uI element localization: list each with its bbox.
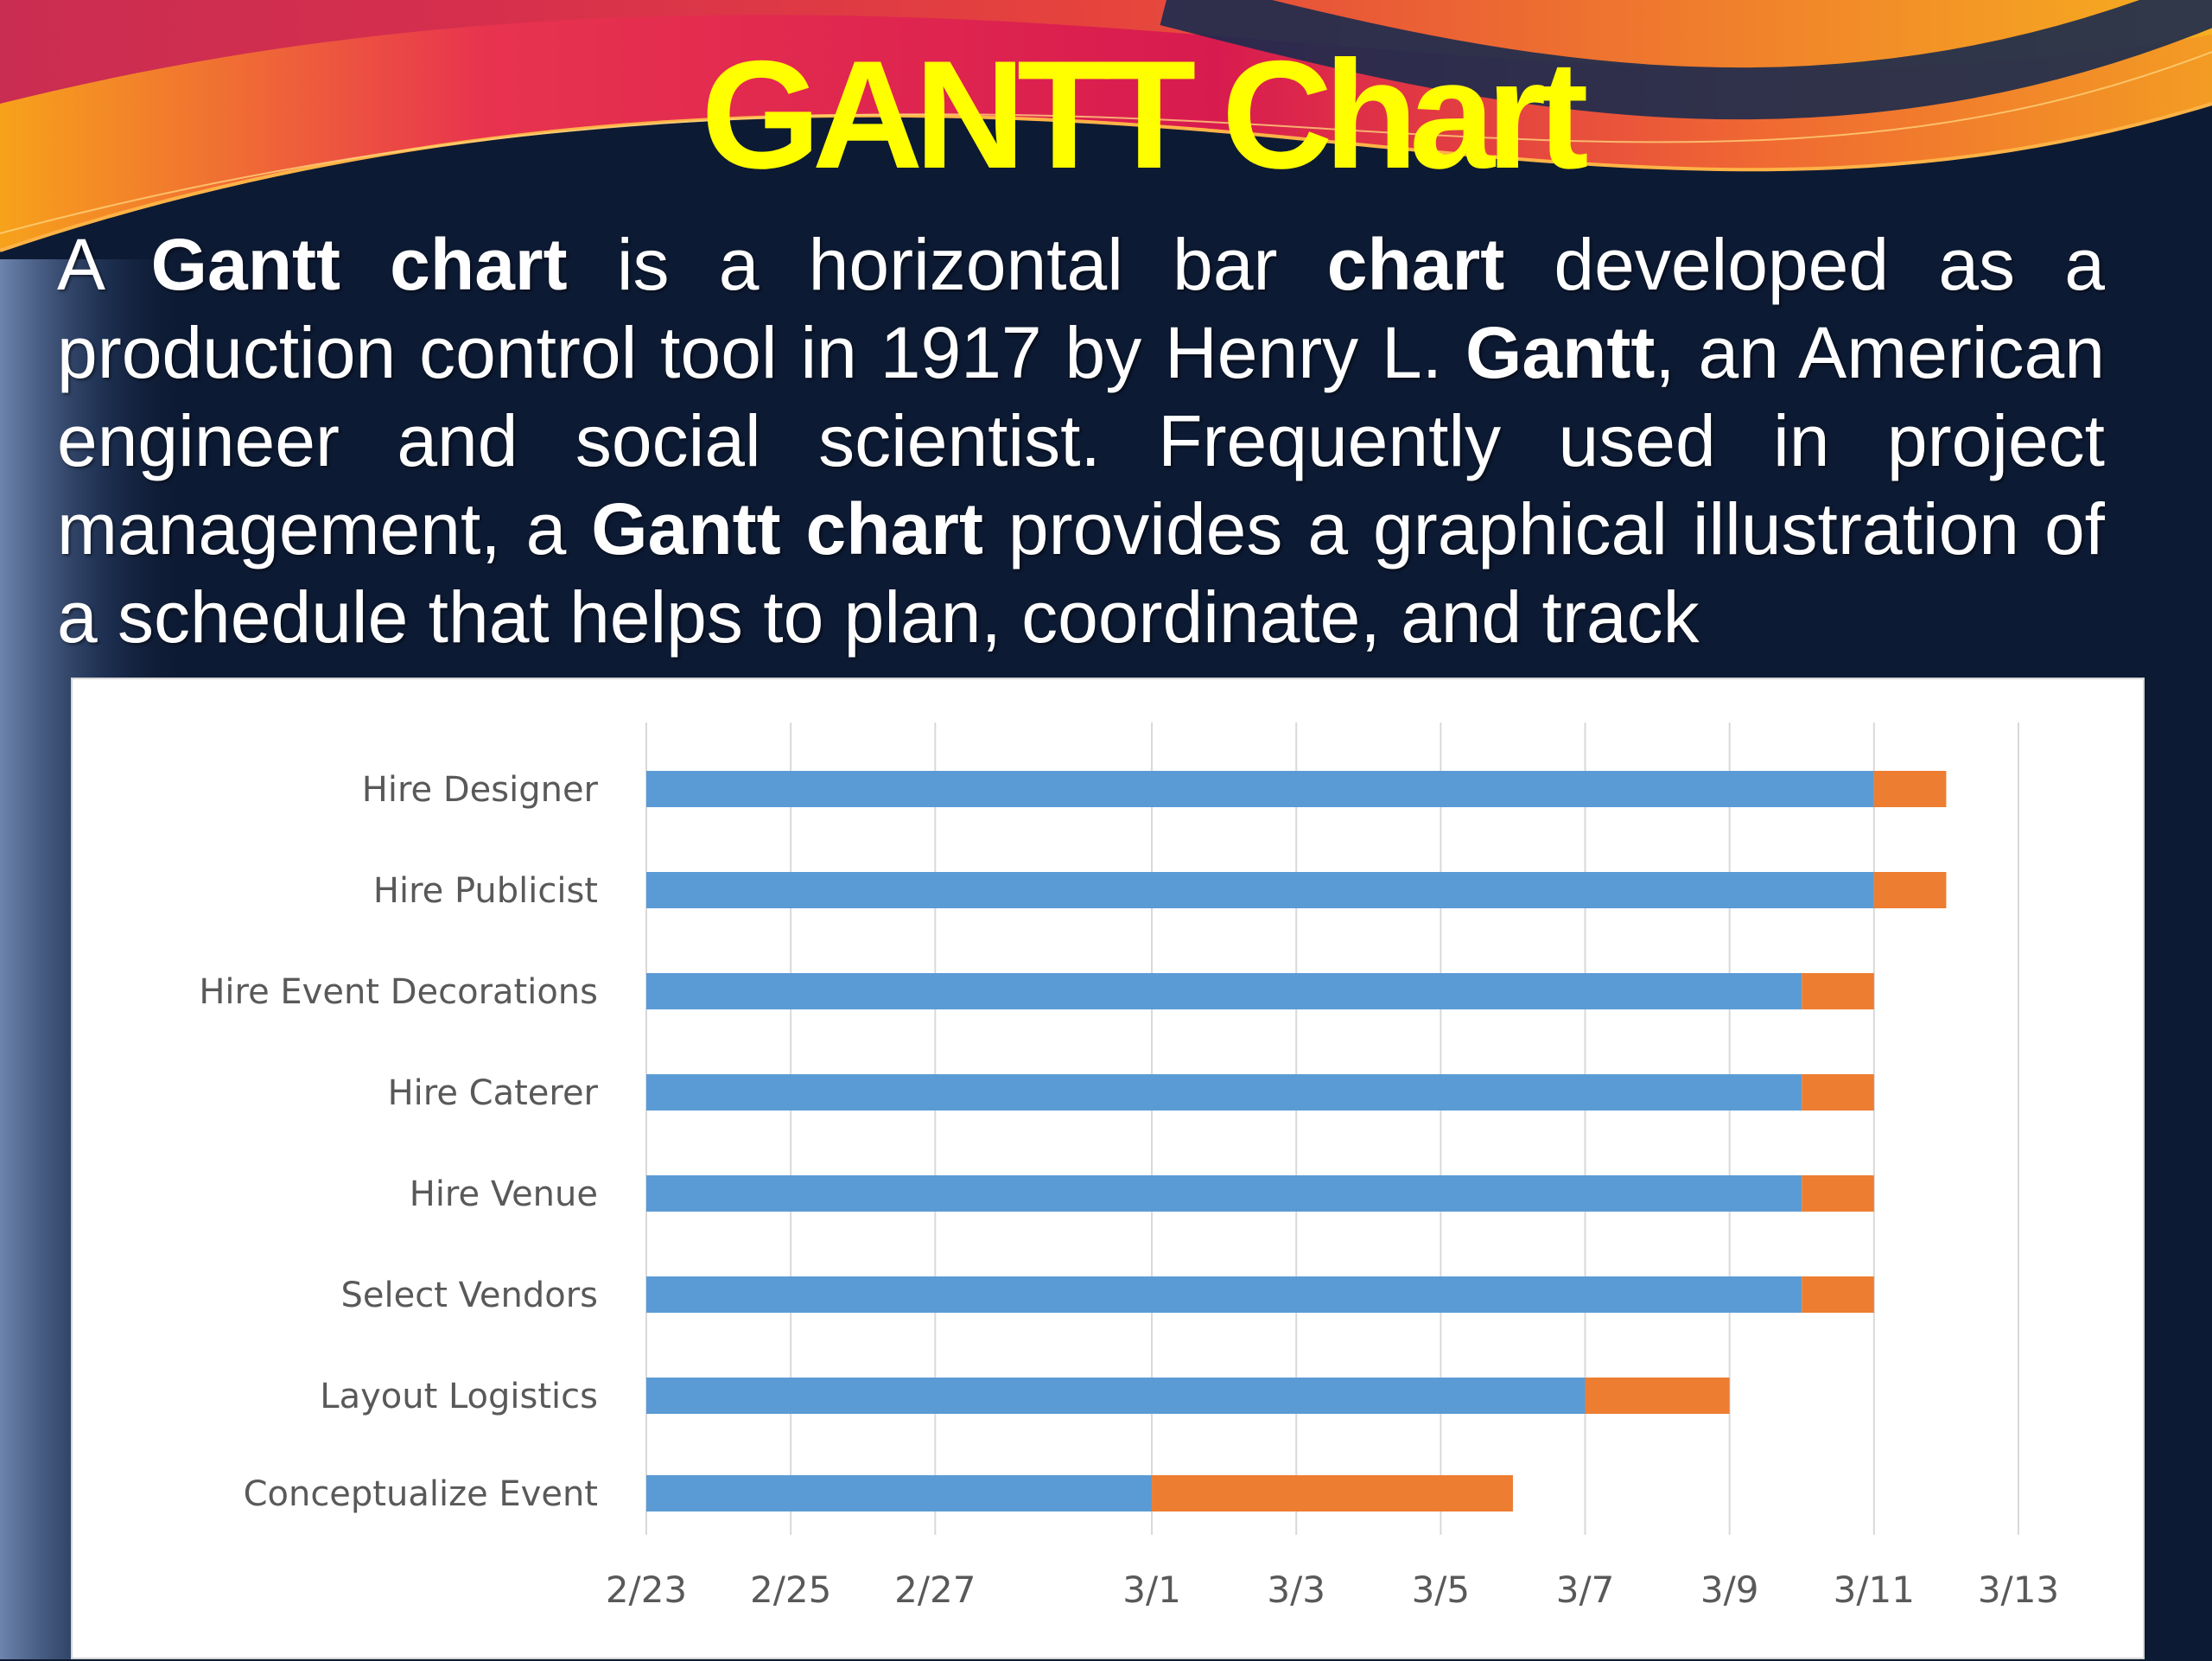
category-labels: Hire Designer Hire Publicist Hire Event De…	[199, 770, 598, 1514]
category-label: Layout Logistics	[320, 1377, 598, 1416]
x-tick-label: 3/1	[1122, 1569, 1181, 1611]
x-tick-labels: 2/23 2/25 2/27 3/1 3/3 3/5 3/7 3/9 3/11 3/13	[606, 1569, 2059, 1611]
category-label: Conceptualize Event	[244, 1474, 598, 1514]
gantt-chart: Hire Designer Hire Publicist Hire Event De…	[199, 722, 2059, 1611]
x-tick-label: 3/11	[1834, 1569, 1915, 1611]
x-tick-label: 2/25	[750, 1569, 831, 1611]
body-bold-run: Gantt chart	[150, 224, 568, 305]
bar-start-hire-caterer	[646, 1074, 1802, 1111]
x-tick-label: 3/7	[1556, 1569, 1615, 1611]
x-tick-label: 3/9	[1700, 1569, 1759, 1611]
body-text-run: developed as a production control tool i…	[57, 224, 2105, 393]
bars	[646, 771, 1947, 1511]
slide-title: GANTT Chart	[701, 29, 1588, 200]
x-tick-label: 3/5	[1412, 1569, 1471, 1611]
x-tick-label: 3/3	[1267, 1569, 1325, 1611]
bar-start-hire-publicist	[646, 872, 1874, 908]
bar-start-select-vendors	[646, 1276, 1802, 1313]
category-label: Hire Designer	[362, 770, 599, 810]
bar-start-hire-venue	[646, 1175, 1802, 1212]
bar-duration-conceptualize-event	[1152, 1475, 1513, 1511]
body-text-run: provides a graphical illustration of a s…	[57, 488, 2105, 658]
category-label: Hire Publicist	[373, 871, 598, 911]
bar-duration-select-vendors	[1802, 1276, 1874, 1313]
bar-duration-hire-publicist	[1873, 872, 1947, 908]
bar-duration-hire-designer	[1873, 771, 1947, 807]
bar-start-layout-logistics	[646, 1378, 1586, 1414]
body-text-run: , an American engineer and social scient…	[57, 312, 2105, 570]
body-bold-run: chart	[1326, 224, 1505, 305]
bar-duration-hire-event-decorations	[1802, 973, 1874, 1009]
slide-body-text: A Gantt chart is a horizontal bar chart …	[57, 220, 2105, 670]
bar-duration-hire-venue	[1802, 1175, 1874, 1212]
body-text-run: is a horizontal bar	[567, 224, 1327, 305]
category-label: Select Vendors	[341, 1276, 598, 1315]
category-label: Hire Venue	[410, 1174, 598, 1214]
x-tick-label: 3/13	[1978, 1569, 2059, 1611]
bar-duration-layout-logistics	[1585, 1378, 1730, 1414]
body-bold-run: Gantt	[1465, 312, 1656, 393]
bar-start-hire-event-decorations	[646, 973, 1802, 1009]
category-label: Hire Caterer	[388, 1073, 599, 1113]
x-tick-label: 2/27	[894, 1569, 976, 1611]
x-tick-label: 2/23	[606, 1569, 687, 1611]
bar-start-conceptualize-event	[646, 1475, 1153, 1511]
gantt-chart-panel: Hire Designer Hire Publicist Hire Event De…	[71, 678, 2145, 1659]
bar-duration-hire-caterer	[1802, 1074, 1874, 1111]
category-label: Hire Event Decorations	[199, 972, 598, 1012]
body-bold-run: Gantt chart	[591, 488, 983, 570]
body-text-run: A	[57, 224, 151, 305]
bar-start-hire-designer	[646, 771, 1874, 807]
